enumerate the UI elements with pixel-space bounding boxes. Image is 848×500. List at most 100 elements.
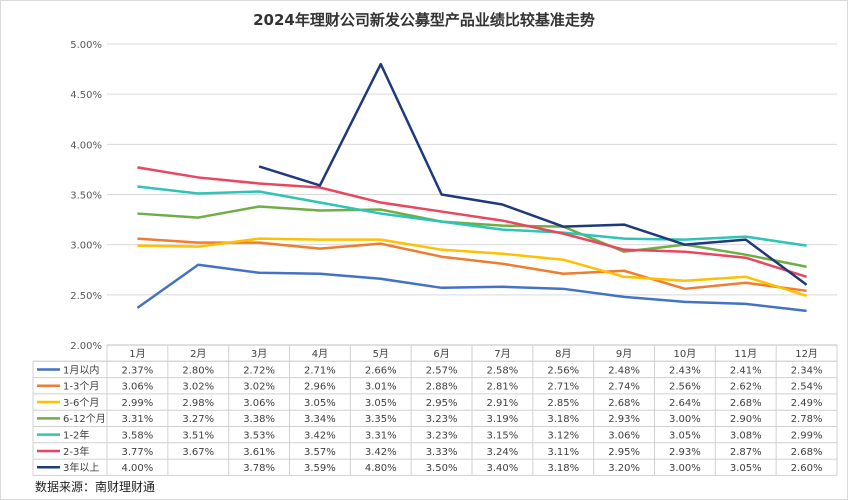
y-tick-label: 2.50% bbox=[70, 291, 102, 302]
data-label: 2.98% bbox=[182, 398, 214, 409]
data-label: 2.57% bbox=[426, 365, 458, 376]
data-label: 3.01% bbox=[365, 382, 397, 393]
data-label: 2.68% bbox=[730, 398, 762, 409]
data-label: 2.95% bbox=[608, 447, 640, 458]
y-tick-label: 4.00% bbox=[70, 140, 102, 151]
data-label: 2.54% bbox=[791, 382, 823, 393]
data-label: 2.95% bbox=[426, 398, 458, 409]
data-label: 2.37% bbox=[122, 365, 154, 376]
series-line-3-6个月 bbox=[137, 237, 807, 298]
data-label: 4.80% bbox=[365, 463, 397, 474]
data-label: 2.60% bbox=[791, 463, 823, 474]
data-label: 3.23% bbox=[426, 431, 458, 442]
data-label: 3.42% bbox=[365, 447, 397, 458]
series-line-2-3年 bbox=[137, 166, 807, 278]
data-label: 3.23% bbox=[426, 414, 458, 425]
data-label: 3.05% bbox=[669, 431, 701, 442]
data-label: 3.67% bbox=[182, 447, 214, 458]
data-label: 3.57% bbox=[304, 447, 336, 458]
data-label: 3.51% bbox=[182, 431, 214, 442]
legend-label: 3年以上 bbox=[63, 461, 99, 474]
data-label: 2.90% bbox=[730, 414, 762, 425]
data-label: 3.06% bbox=[608, 431, 640, 442]
data-label: 2.93% bbox=[669, 447, 701, 458]
series-line-1-2年 bbox=[137, 185, 807, 247]
x-category-label: 4月 bbox=[312, 348, 328, 360]
data-label: 2.68% bbox=[791, 447, 823, 458]
data-label: 3.02% bbox=[243, 382, 275, 393]
data-label: 2.74% bbox=[608, 382, 640, 393]
data-label: 3.05% bbox=[304, 398, 336, 409]
data-label: 2.58% bbox=[487, 365, 519, 376]
data-label: 3.33% bbox=[426, 447, 458, 458]
data-label: 3.61% bbox=[243, 447, 275, 458]
data-label: 3.12% bbox=[547, 431, 579, 442]
y-tick-label: 4.50% bbox=[70, 90, 102, 101]
data-label: 3.34% bbox=[304, 414, 336, 425]
data-label: 3.11% bbox=[547, 447, 579, 458]
y-tick-label: 3.50% bbox=[70, 191, 102, 202]
data-label: 3.35% bbox=[365, 414, 397, 425]
data-label: 3.24% bbox=[487, 447, 519, 458]
data-label: 3.31% bbox=[122, 414, 154, 425]
data-label: 3.78% bbox=[243, 463, 275, 474]
x-category-label: 12月 bbox=[795, 348, 818, 360]
series-line-3年以上 bbox=[258, 62, 808, 286]
data-label: 2.56% bbox=[669, 382, 701, 393]
data-label: 2.99% bbox=[122, 398, 154, 409]
data-label: 3.00% bbox=[669, 463, 701, 474]
data-label: 3.19% bbox=[487, 414, 519, 425]
data-label: 4.00% bbox=[122, 463, 154, 474]
data-label: 3.40% bbox=[487, 463, 519, 474]
data-label: 2.56% bbox=[547, 365, 579, 376]
data-label: 2.71% bbox=[547, 382, 579, 393]
data-label: 2.72% bbox=[243, 365, 275, 376]
data-label: 3.06% bbox=[122, 382, 154, 393]
data-label: 3.18% bbox=[547, 414, 579, 425]
source-note: 数据来源：南财理财通 bbox=[35, 480, 156, 494]
data-label: 3.06% bbox=[243, 398, 275, 409]
data-label: 2.85% bbox=[547, 398, 579, 409]
x-category-label: 3月 bbox=[251, 348, 267, 360]
y-tick-label: 5.00% bbox=[70, 40, 102, 51]
data-label: 3.27% bbox=[182, 414, 214, 425]
data-label: 3.18% bbox=[547, 463, 579, 474]
legend-label: 1月以内 bbox=[63, 363, 99, 376]
y-tick-label: 2.00% bbox=[70, 341, 102, 352]
data-label: 3.15% bbox=[487, 431, 519, 442]
data-label: 3.02% bbox=[182, 382, 214, 393]
x-category-label: 11月 bbox=[734, 348, 757, 360]
data-label: 2.81% bbox=[487, 382, 519, 393]
data-label: 2.48% bbox=[608, 365, 640, 376]
data-label: 2.88% bbox=[426, 382, 458, 393]
legend-label: 3-6个月 bbox=[63, 397, 99, 409]
data-label: 2.87% bbox=[730, 447, 762, 458]
x-category-label: 2月 bbox=[190, 348, 206, 360]
data-label: 2.34% bbox=[791, 365, 823, 376]
data-label: 3.20% bbox=[608, 463, 640, 474]
x-category-label: 7月 bbox=[494, 348, 510, 360]
data-label: 2.78% bbox=[791, 414, 823, 425]
data-label: 2.66% bbox=[365, 365, 397, 376]
data-label: 2.62% bbox=[730, 382, 762, 393]
data-label: 2.91% bbox=[487, 398, 519, 409]
legend-label: 1-2年 bbox=[63, 429, 89, 442]
data-label: 2.71% bbox=[304, 365, 336, 376]
x-category-label: 10月 bbox=[674, 348, 697, 360]
data-label: 2.68% bbox=[608, 398, 640, 409]
chart-title: 2024年理财公司新发公募型产品业绩比较基准走势 bbox=[253, 11, 595, 29]
data-label: 3.50% bbox=[426, 463, 458, 474]
data-label: 2.64% bbox=[669, 398, 701, 409]
data-label: 3.38% bbox=[243, 414, 275, 425]
x-category-label: 6月 bbox=[433, 348, 449, 360]
data-label: 3.58% bbox=[122, 431, 154, 442]
data-label: 2.93% bbox=[608, 414, 640, 425]
data-label: 3.05% bbox=[365, 398, 397, 409]
data-label: 2.49% bbox=[791, 398, 823, 409]
data-label: 3.42% bbox=[304, 431, 336, 442]
data-label: 3.77% bbox=[122, 447, 154, 458]
x-category-label: 9月 bbox=[616, 348, 632, 360]
data-label: 3.59% bbox=[304, 463, 336, 474]
legend-label: 2-3年 bbox=[63, 445, 89, 458]
